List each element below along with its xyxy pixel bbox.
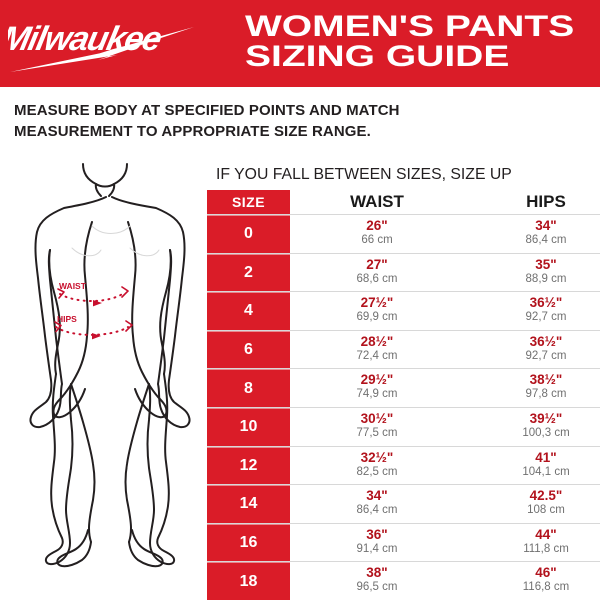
svg-text:WAIST: WAIST [59,281,87,291]
svg-text:HIPS: HIPS [57,314,77,324]
